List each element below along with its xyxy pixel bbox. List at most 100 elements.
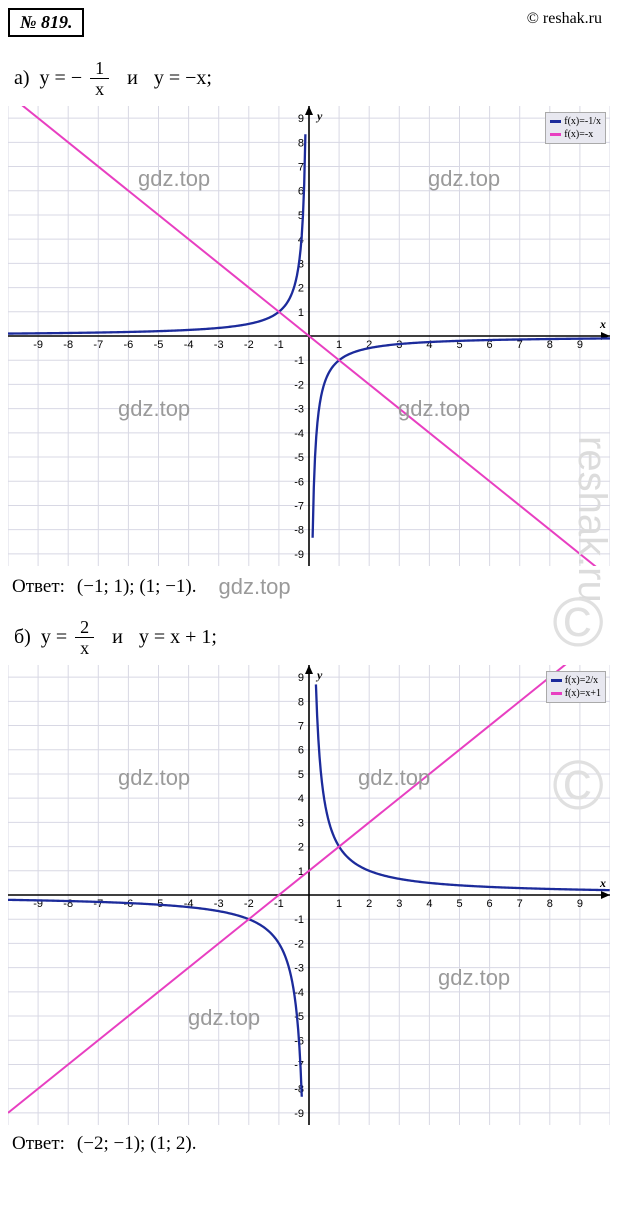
svg-text:-1: -1: [294, 355, 304, 367]
svg-text:-2: -2: [244, 898, 254, 910]
side-watermark: reshak.ru: [569, 436, 614, 603]
answer-label: Ответ:: [12, 1133, 65, 1155]
svg-text:2: 2: [366, 898, 372, 910]
svg-text:5: 5: [298, 769, 304, 781]
svg-text:9: 9: [577, 339, 583, 351]
svg-text:-3: -3: [294, 963, 304, 975]
answer-b-row: Ответ: (−2; −1); (1; 2).: [12, 1133, 606, 1155]
svg-text:6: 6: [487, 898, 493, 910]
eq-a-lhs: y = −: [40, 67, 83, 90]
fraction-a: 1 x: [90, 59, 109, 98]
svg-text:1: 1: [298, 307, 304, 319]
eq-b-2: y = x + 1;: [139, 626, 217, 649]
legend-item: f(x)=-1/x: [548, 115, 603, 128]
svg-text:8: 8: [298, 696, 304, 708]
legend-a: f(x)=-1/x f(x)=-x: [545, 112, 606, 144]
svg-text:7: 7: [298, 162, 304, 174]
svg-text:y: y: [315, 109, 323, 123]
eq-b-lhs: y =: [41, 626, 67, 649]
svg-text:1: 1: [336, 898, 342, 910]
svg-text:-3: -3: [214, 339, 224, 351]
legend-item: f(x)=x+1: [549, 687, 603, 700]
part-label-a: а): [14, 67, 30, 90]
svg-text:2: 2: [298, 283, 304, 295]
svg-text:-1: -1: [294, 914, 304, 926]
chart-a-svg: -9-9-8-8-7-7-6-6-5-5-4-4-3-3-2-2-1-11122…: [8, 106, 610, 566]
svg-text:7: 7: [517, 898, 523, 910]
svg-text:-6: -6: [294, 476, 304, 488]
svg-text:-5: -5: [294, 452, 304, 464]
frac-num: 2: [75, 618, 94, 638]
svg-text:4: 4: [298, 793, 304, 805]
svg-text:7: 7: [517, 339, 523, 351]
part-label-b: б): [14, 626, 31, 649]
c-watermark: ©: [552, 582, 604, 662]
svg-text:1: 1: [336, 339, 342, 351]
svg-text:9: 9: [298, 672, 304, 684]
svg-text:4: 4: [426, 898, 432, 910]
svg-text:-7: -7: [294, 500, 304, 512]
svg-text:-3: -3: [294, 404, 304, 416]
svg-text:-8: -8: [63, 339, 73, 351]
equation-b: б) y = 2 x и y = x + 1;: [14, 618, 604, 657]
svg-text:x: x: [599, 876, 606, 890]
joiner-a: и: [127, 67, 138, 90]
svg-text:-3: -3: [214, 898, 224, 910]
answer-label: Ответ:: [12, 576, 65, 598]
svg-text:-2: -2: [294, 379, 304, 391]
svg-text:7: 7: [298, 721, 304, 733]
svg-text:-4: -4: [294, 428, 304, 440]
chart-a-wrap: -9-9-8-8-7-7-6-6-5-5-4-4-3-3-2-2-1-11122…: [8, 106, 610, 566]
svg-text:-4: -4: [184, 339, 194, 351]
answer-a: (−1; 1); (1; −1).: [77, 576, 197, 598]
legend-swatch: [551, 692, 562, 695]
svg-text:-7: -7: [93, 339, 103, 351]
answer-b: (−2; −1); (1; 2).: [77, 1133, 197, 1155]
legend-label: f(x)=x+1: [565, 687, 601, 700]
svg-text:9: 9: [577, 898, 583, 910]
legend-swatch: [551, 679, 562, 682]
legend-item: f(x)=2/x: [549, 674, 603, 687]
frac-den: x: [90, 79, 109, 98]
legend-item: f(x)=-x: [548, 128, 603, 141]
legend-label: f(x)=-1/x: [564, 115, 601, 128]
svg-text:9: 9: [298, 113, 304, 125]
svg-text:-6: -6: [124, 339, 134, 351]
svg-text:8: 8: [298, 137, 304, 149]
svg-text:x: x: [599, 317, 606, 331]
legend-label: f(x)=2/x: [565, 674, 598, 687]
svg-text:5: 5: [456, 898, 462, 910]
problem-number: № 819.: [8, 8, 84, 37]
svg-text:-1: -1: [274, 898, 284, 910]
c-watermark: ©: [552, 745, 604, 825]
fraction-b: 2 x: [75, 618, 94, 657]
svg-text:-7: -7: [93, 898, 103, 910]
answer-a-row: Ответ: (−1; 1); (1; −1). gdz.top: [12, 574, 606, 600]
chart-b-wrap: -9-9-8-8-7-7-6-6-5-5-4-4-3-3-2-2-1-11122…: [8, 665, 610, 1125]
svg-text:8: 8: [547, 339, 553, 351]
svg-text:3: 3: [298, 817, 304, 829]
svg-text:8: 8: [547, 898, 553, 910]
legend-label: f(x)=-x: [564, 128, 593, 141]
svg-text:-2: -2: [294, 938, 304, 950]
joiner-b: и: [112, 626, 123, 649]
svg-text:-9: -9: [294, 549, 304, 561]
frac-den: x: [75, 638, 94, 657]
frac-num: 1: [90, 59, 109, 79]
watermark: gdz.top: [218, 574, 290, 600]
eq-a-2: y = −x;: [154, 67, 212, 90]
legend-b: f(x)=2/x f(x)=x+1: [546, 671, 606, 703]
copyright-text: © reshak.ru: [527, 10, 602, 28]
chart-b-svg: -9-9-8-8-7-7-6-6-5-5-4-4-3-3-2-2-1-11122…: [8, 665, 610, 1125]
equation-a: а) y = − 1 x и y = −x;: [14, 59, 604, 98]
svg-text:-5: -5: [154, 339, 164, 351]
svg-text:-8: -8: [294, 525, 304, 537]
svg-text:3: 3: [396, 898, 402, 910]
svg-text:-9: -9: [33, 339, 43, 351]
svg-text:-9: -9: [294, 1108, 304, 1120]
svg-text:-8: -8: [63, 898, 73, 910]
svg-text:y: y: [315, 668, 323, 682]
legend-swatch: [550, 120, 561, 123]
svg-text:-2: -2: [244, 339, 254, 351]
svg-text:2: 2: [298, 842, 304, 854]
